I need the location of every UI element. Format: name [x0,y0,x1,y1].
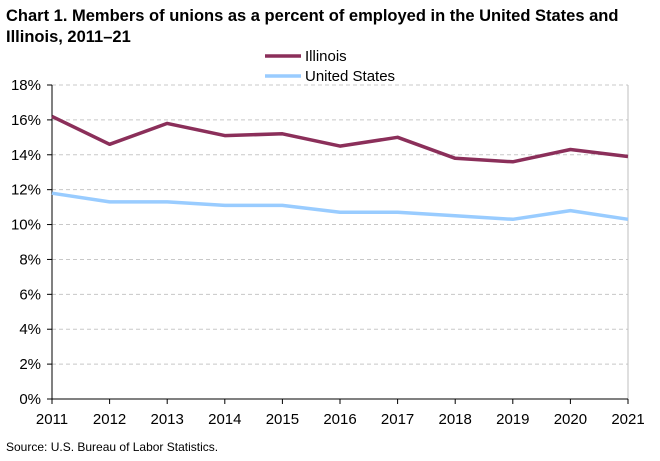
source-note: Source: U.S. Bureau of Labor Statistics. [6,440,219,454]
chart-title: Chart 1. Members of unions as a percent … [6,7,619,46]
y-tick-label: 8% [19,251,41,268]
series-lines [51,114,629,222]
series-line-illinois [51,114,629,164]
x-tick-label: 2013 [151,411,184,428]
x-tick-label: 2020 [554,411,587,428]
x-tick-label: 2016 [323,411,356,428]
series-line-united-states [51,191,629,222]
y-tick-label: 4% [19,321,41,338]
y-tick-label: 0% [19,391,41,408]
y-tick-label: 12% [11,182,41,199]
x-tick-label: 2014 [208,411,241,428]
x-tick-label: 2017 [381,411,414,428]
legend-label: United States [305,68,395,85]
x-tick-label: 2012 [93,411,126,428]
y-tick-label: 2% [19,356,41,373]
x-tick-label: 2015 [266,411,299,428]
x-tick-label: 2019 [496,411,529,428]
y-tick-label: 16% [11,112,41,129]
y-tick-label: 14% [11,147,41,164]
legend: Illinois United States [265,48,395,85]
x-tick-label: 2018 [439,411,472,428]
axes: 0% 2% 4% 6% 8% 10% 12% 14% 16% 18% 2011 2012 2013 201… [11,77,645,428]
x-tick-label: 2011 [36,411,68,428]
y-tick-label: 18% [11,77,41,94]
gridlines [52,84,628,365]
y-tick-label: 6% [19,286,41,303]
y-tick-label: 10% [11,217,41,234]
legend-label: Illinois [305,48,347,65]
x-tick-label: 2021 [611,411,644,428]
